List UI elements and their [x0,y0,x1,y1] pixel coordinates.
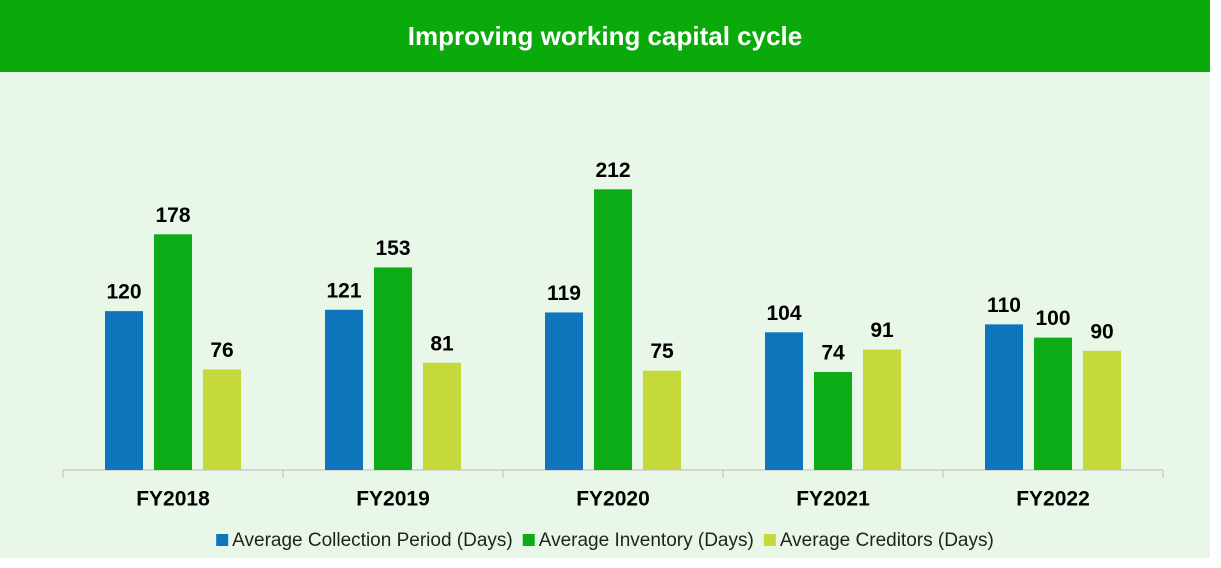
chart-title: Improving working capital cycle [408,21,802,51]
data-label: 121 [326,279,361,302]
legend-label: Average Inventory (Days) [539,530,754,551]
bar [594,189,632,470]
data-label: 212 [595,159,630,182]
legend-swatch [522,534,535,546]
x-tick-label: FY2021 [796,488,870,511]
bar [985,324,1023,470]
bar [423,362,461,470]
bar [154,234,192,470]
x-tick-label: FY2020 [576,488,650,511]
data-label: 74 [821,342,845,365]
data-label: 91 [870,319,894,342]
legend-swatch [216,534,229,546]
bar [1034,337,1072,470]
x-tick-label: FY2018 [136,488,210,511]
data-label: 75 [650,340,674,363]
bar [765,332,803,470]
header-band [0,0,1210,72]
data-label: 110 [987,294,1021,317]
bar [105,311,143,470]
bar [643,370,681,470]
data-label: 76 [210,339,233,362]
bar [203,369,241,470]
data-label: 120 [106,281,141,304]
bar [325,309,363,470]
data-label: 178 [155,204,190,227]
legend-swatch [763,534,776,546]
legend-label: Average Creditors (Days) [780,530,994,551]
bar [814,372,852,470]
data-label: 104 [766,302,801,325]
legend-label: Average Collection Period (Days) [232,530,513,551]
data-label: 81 [430,332,454,355]
bar [374,267,412,470]
data-label: 90 [1090,320,1113,343]
bar [545,312,583,470]
x-tick-label: FY2019 [356,488,430,511]
data-label: 119 [547,282,581,305]
data-label: 100 [1035,307,1070,330]
bar [1083,350,1121,470]
x-tick-label: FY2022 [1016,488,1090,511]
bar [863,349,901,470]
data-label: 153 [375,237,410,260]
